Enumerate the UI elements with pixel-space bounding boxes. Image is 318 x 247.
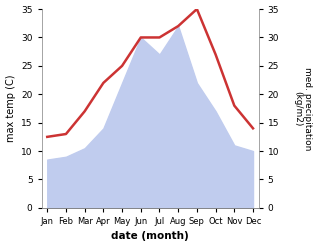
X-axis label: date (month): date (month) (111, 231, 189, 242)
Y-axis label: med. precipitation
(kg/m2): med. precipitation (kg/m2) (293, 67, 313, 150)
Y-axis label: max temp (C): max temp (C) (5, 75, 16, 142)
